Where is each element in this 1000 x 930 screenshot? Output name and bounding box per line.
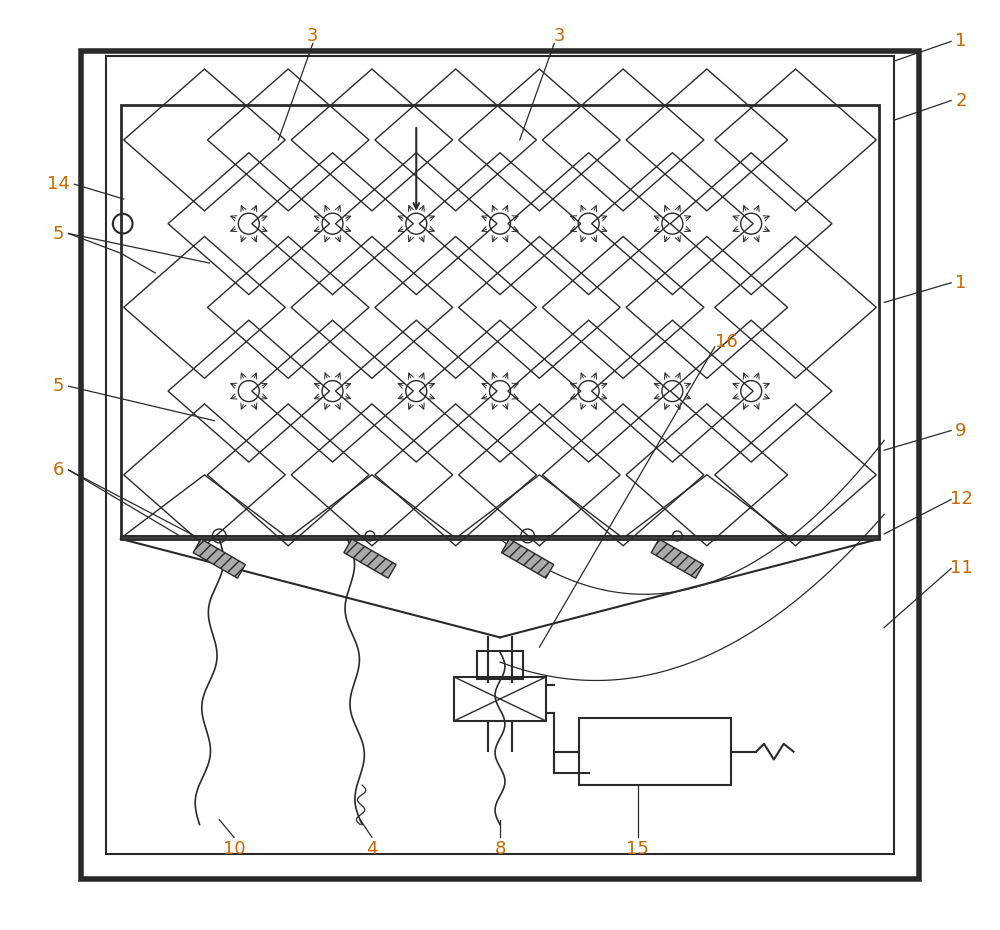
Polygon shape bbox=[344, 539, 396, 578]
Text: 5: 5 bbox=[53, 378, 64, 395]
Text: 9: 9 bbox=[955, 421, 967, 440]
Text: 6: 6 bbox=[53, 461, 64, 479]
Text: 14: 14 bbox=[47, 175, 70, 193]
Polygon shape bbox=[651, 539, 703, 578]
Bar bbox=[121, 105, 879, 538]
Text: 15: 15 bbox=[626, 840, 649, 858]
Text: 11: 11 bbox=[950, 560, 972, 578]
Polygon shape bbox=[501, 539, 554, 578]
Text: 2: 2 bbox=[955, 91, 967, 110]
Bar bbox=[579, 718, 731, 785]
Text: 4: 4 bbox=[366, 840, 378, 858]
Text: 12: 12 bbox=[950, 490, 972, 509]
Text: 3: 3 bbox=[553, 28, 565, 46]
Text: 1: 1 bbox=[955, 273, 967, 292]
Text: 10: 10 bbox=[223, 840, 245, 858]
Text: 5: 5 bbox=[53, 224, 64, 243]
Text: 16: 16 bbox=[715, 333, 738, 351]
Text: 3: 3 bbox=[307, 28, 319, 46]
Bar bbox=[477, 651, 523, 679]
Text: 1: 1 bbox=[955, 33, 967, 50]
Text: 8: 8 bbox=[494, 840, 506, 858]
Bar bbox=[106, 56, 894, 854]
Bar bbox=[81, 51, 919, 879]
Polygon shape bbox=[193, 539, 245, 578]
Bar bbox=[454, 677, 546, 721]
